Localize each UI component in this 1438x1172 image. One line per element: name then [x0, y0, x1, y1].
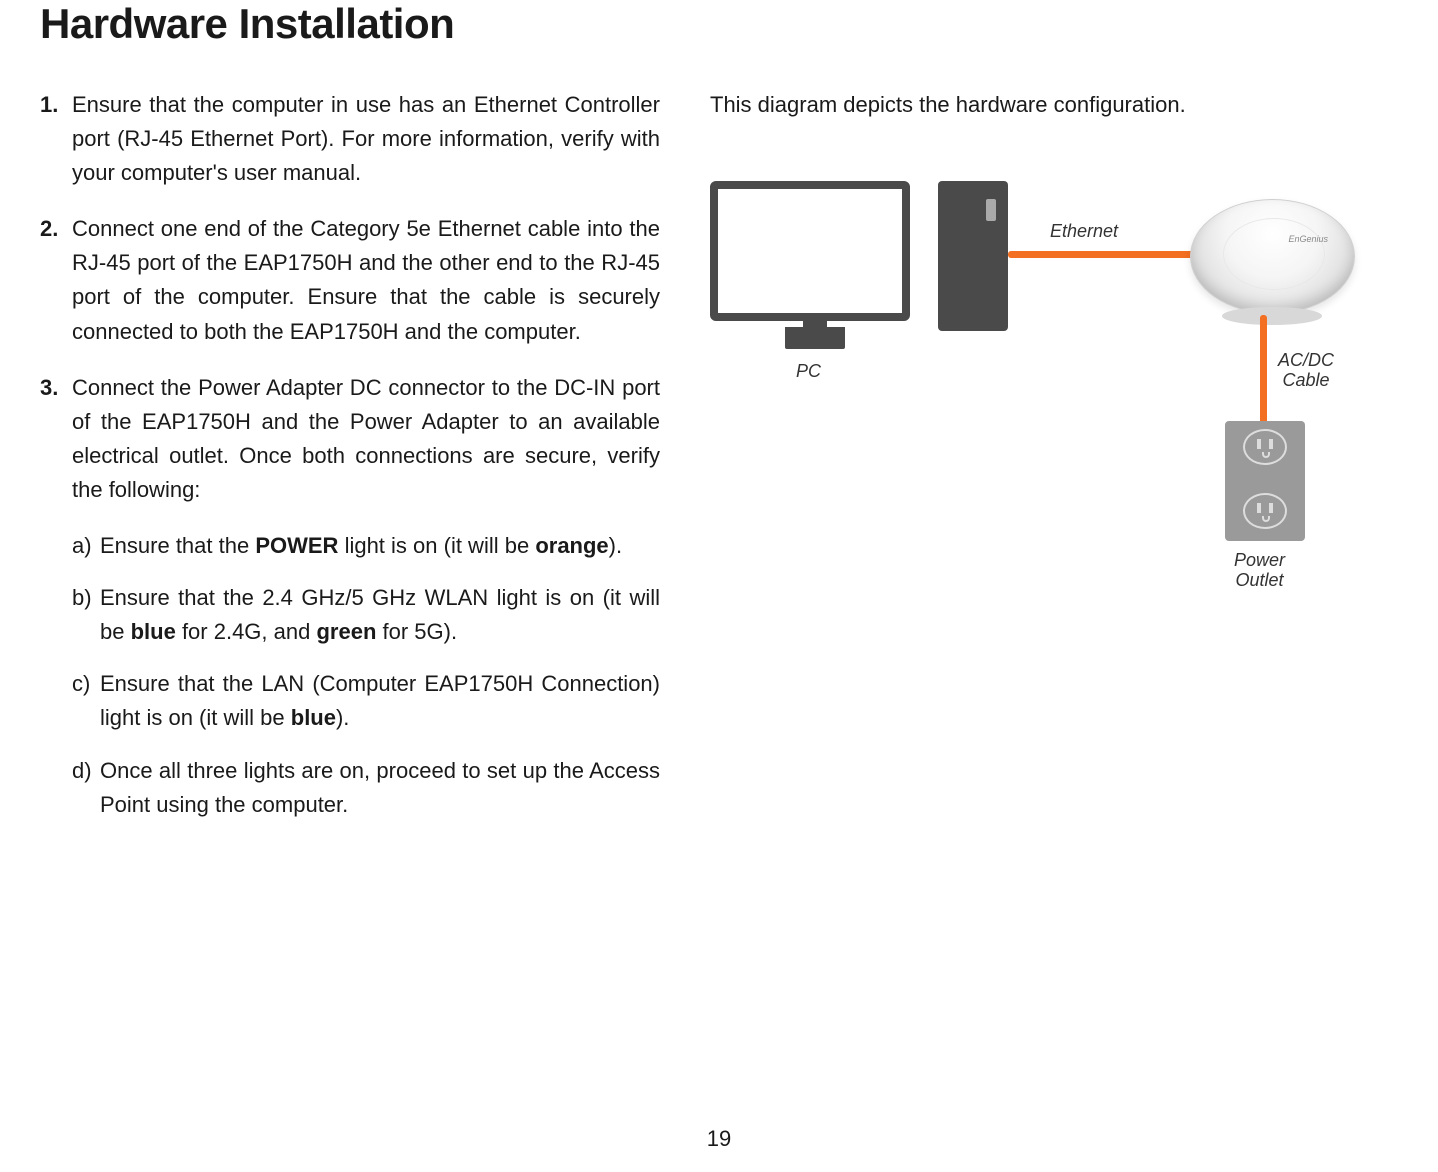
access-point-icon — [1190, 191, 1360, 331]
left-column: Ensure that the computer in use has an E… — [40, 88, 660, 840]
text: light is on (it will be — [338, 533, 535, 558]
computer-tower-icon — [938, 181, 1008, 331]
text: ). — [336, 705, 349, 730]
label-acdc: AC/DCCable — [1278, 351, 1334, 391]
bold-blue: blue — [131, 619, 176, 644]
step-3: Connect the Power Adapter DC connector t… — [40, 371, 660, 507]
sub-b: b) Ensure that the 2.4 GHz/5 GHz WLAN li… — [40, 581, 660, 649]
content-columns: Ensure that the computer in use has an E… — [40, 88, 1398, 840]
monitor-icon — [710, 181, 910, 321]
hardware-diagram: PC Ethernet AC/DCCable PowerOutlet — [710, 181, 1330, 631]
text: Ensure that the — [100, 533, 255, 558]
step-2: Connect one end of the Category 5e Ether… — [40, 212, 660, 348]
label-pc: PC — [796, 361, 821, 382]
label-ethernet: Ethernet — [1050, 221, 1118, 242]
page-title: Hardware Installation — [40, 0, 1398, 48]
text: for 5G). — [376, 619, 457, 644]
step-list: Ensure that the computer in use has an E… — [40, 88, 660, 507]
text: for 2.4G, and — [176, 619, 317, 644]
sub-letter: c) — [72, 667, 100, 735]
step-1: Ensure that the computer in use has an E… — [40, 88, 660, 190]
sub-d: d) Once all three lights are on, proceed… — [40, 754, 660, 822]
bold-power: POWER — [255, 533, 338, 558]
bold-green: green — [316, 619, 376, 644]
sub-a: a) Ensure that the POWER light is on (it… — [40, 529, 660, 563]
monitor-stand-icon — [785, 327, 845, 349]
diagram-intro: This diagram depicts the hardware config… — [710, 88, 1350, 121]
sub-c: c) Ensure that the LAN (Computer EAP1750… — [40, 667, 660, 735]
bold-orange: orange — [535, 533, 608, 558]
acdc-cable-icon — [1260, 315, 1267, 425]
sub-letter: a) — [72, 529, 100, 563]
text: Ensure that the LAN (Computer EAP1750H C… — [100, 671, 660, 730]
bold-blue: blue — [291, 705, 336, 730]
page-number: 19 — [707, 1126, 731, 1152]
label-power: PowerOutlet — [1234, 551, 1285, 591]
right-column: This diagram depicts the hardware config… — [710, 88, 1350, 840]
text: ). — [609, 533, 622, 558]
ethernet-cable-icon — [1008, 251, 1213, 258]
sub-letter: b) — [72, 581, 100, 649]
power-outlet-icon — [1225, 421, 1305, 541]
sub-letter: d) — [72, 754, 100, 822]
text: Once all three lights are on, proceed to… — [100, 754, 660, 822]
